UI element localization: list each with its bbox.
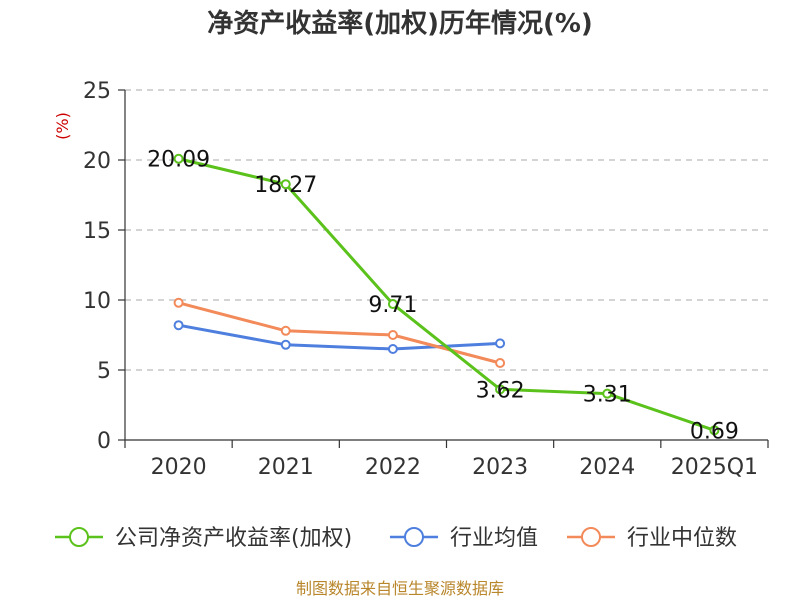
data-point <box>602 388 613 399</box>
y-tick-label: 25 <box>83 79 111 104</box>
legend-marker <box>581 527 601 547</box>
x-tick-label: 2025Q1 <box>671 455 758 480</box>
x-tick-label: 2022 <box>365 455 421 480</box>
series-line <box>178 323 501 351</box>
y-tick-label: 15 <box>83 219 111 244</box>
data-label: 0.69 <box>690 419 739 444</box>
data-point <box>387 330 398 340</box>
x-tick-label: 2020 <box>151 455 207 480</box>
data-point <box>173 153 184 164</box>
x-tick-label: 2024 <box>579 455 635 480</box>
data-point <box>495 358 506 368</box>
data-label: 20.09 <box>147 148 210 173</box>
data-label: 3.62 <box>476 378 525 403</box>
data-source-note: 制图数据来自恒生聚源数据库 <box>296 579 504 598</box>
legend-marker <box>69 527 89 547</box>
data-point <box>173 320 184 331</box>
grid-lines <box>125 89 768 371</box>
legend: 公司净资产收益率(加权) 行业均值 行业中位数 <box>55 526 737 551</box>
x-tick-label: 2021 <box>258 455 314 480</box>
data-label: 9.71 <box>368 293 417 318</box>
y-axis-unit: (%) <box>53 112 72 140</box>
data-point <box>387 299 398 310</box>
legend-label: 行业中位数 <box>627 526 737 551</box>
data-label: 18.27 <box>254 173 317 198</box>
y-tick-label: 10 <box>83 289 111 314</box>
chart-title: 净资产收益率(加权)历年情况(%) <box>207 8 593 39</box>
data-point <box>709 425 720 436</box>
data-label: 3.31 <box>583 383 632 408</box>
legend-label: 公司净资产收益率(加权) <box>115 526 352 551</box>
series-group <box>173 153 720 436</box>
data-point <box>280 325 291 336</box>
data-point <box>280 339 291 350</box>
y-tick-label: 5 <box>97 359 111 384</box>
series-line <box>178 157 715 432</box>
y-tick-label: 0 <box>97 429 111 454</box>
data-point <box>280 179 291 190</box>
data-point <box>387 344 398 354</box>
axes: 0 5 10 15 20 25 2020 2021 2022 2023 2024 2025Q1 <box>83 79 769 480</box>
data-labels: 20.09 18.27 9.71 3.62 3.31 0.69 <box>147 148 739 445</box>
data-point <box>495 384 506 395</box>
legend-marker <box>404 527 424 547</box>
x-tick-label: 2023 <box>472 455 528 480</box>
series-line <box>178 301 501 365</box>
y-tick-label: 20 <box>83 149 111 174</box>
legend-label: 行业均值 <box>450 526 538 551</box>
data-point <box>495 338 506 349</box>
data-point <box>173 297 184 308</box>
